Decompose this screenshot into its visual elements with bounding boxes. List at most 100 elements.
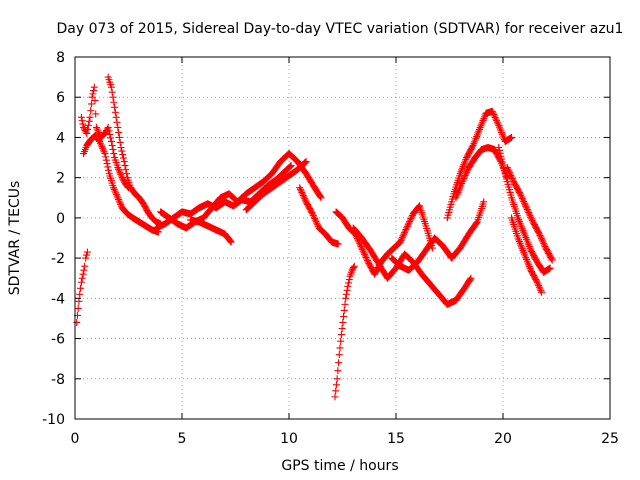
data-point <box>461 171 469 179</box>
data-point <box>497 152 505 160</box>
data-point <box>408 213 416 221</box>
data-point <box>332 381 340 389</box>
series-afternoon-a <box>332 202 436 278</box>
data-point <box>110 185 118 193</box>
data-point <box>498 158 506 166</box>
data-point <box>301 195 309 203</box>
data-point <box>115 195 123 203</box>
y-tick-label: -2 <box>51 251 65 267</box>
data-point <box>336 344 344 352</box>
data-point <box>115 133 123 141</box>
data-point <box>517 191 525 199</box>
data-point <box>503 164 511 172</box>
data-point <box>405 219 413 227</box>
data-point <box>78 117 86 125</box>
data-point <box>335 359 343 367</box>
series-mid-day-d <box>242 158 310 214</box>
data-point <box>360 249 368 257</box>
series-rise-18-20-b <box>452 144 511 202</box>
data-point <box>301 158 309 166</box>
data-point <box>74 304 82 312</box>
data-point <box>407 215 415 223</box>
data-point <box>111 108 119 116</box>
data-point <box>358 244 366 252</box>
data-point <box>398 235 406 243</box>
data-point <box>540 239 548 247</box>
data-point <box>492 115 500 123</box>
data-point <box>361 252 369 260</box>
data-point <box>350 263 358 271</box>
data-point <box>114 164 122 172</box>
data-point <box>396 238 404 246</box>
data-point <box>301 196 309 204</box>
data-point <box>108 141 116 149</box>
data-point <box>120 158 128 166</box>
data-point <box>535 229 543 237</box>
data-point <box>332 387 340 395</box>
data-point <box>338 325 346 332</box>
data-point <box>506 170 514 178</box>
data-point <box>117 172 125 180</box>
y-tick-label: 0 <box>56 211 65 227</box>
data-point <box>101 150 109 158</box>
data-point <box>106 130 114 138</box>
data-point <box>93 125 101 133</box>
x-tick-label: 20 <box>494 431 512 447</box>
data-point <box>314 221 322 229</box>
x-axis-label: GPS time / hours <box>281 458 398 474</box>
data-point <box>524 207 532 215</box>
series-tail-start <box>73 248 91 326</box>
y-tick-label: 2 <box>56 171 65 187</box>
data-point <box>115 197 123 205</box>
data-point <box>520 198 528 206</box>
data-point <box>339 318 347 326</box>
y-tick-label: -10 <box>42 412 65 428</box>
data-point <box>296 185 304 193</box>
data-point <box>317 194 325 202</box>
data-point <box>101 129 109 137</box>
data-point <box>399 232 407 240</box>
data-point <box>533 277 541 285</box>
data-point <box>119 151 127 159</box>
data-point <box>112 190 120 198</box>
data-point <box>96 139 104 147</box>
data-point <box>122 166 130 174</box>
data-point <box>415 203 423 211</box>
data-point <box>509 176 517 184</box>
x-tick-label: 25 <box>601 431 619 447</box>
data-point <box>86 113 94 121</box>
data-point <box>112 189 120 197</box>
data-point <box>480 198 488 206</box>
x-tick-label: 0 <box>71 431 80 447</box>
data-point <box>534 280 542 288</box>
data-point <box>508 175 516 183</box>
data-point <box>83 248 91 256</box>
data-point <box>344 282 352 290</box>
data-point <box>473 219 481 227</box>
data-point <box>79 120 87 128</box>
data-point <box>311 215 319 223</box>
data-point <box>504 165 512 173</box>
data-point <box>362 253 370 261</box>
data-point <box>522 202 530 210</box>
data-point <box>95 128 103 136</box>
series-rise-18-20 <box>443 107 516 222</box>
data-point <box>316 193 324 201</box>
data-point <box>537 287 545 295</box>
y-tick-label: 8 <box>56 50 65 66</box>
data-point <box>495 146 503 154</box>
data-point <box>548 256 556 264</box>
data-point <box>115 167 123 175</box>
data-point <box>77 278 85 286</box>
series-decline-20-22-a <box>495 144 554 276</box>
data-point <box>520 199 528 207</box>
data-point <box>107 137 115 145</box>
data-points <box>73 73 556 401</box>
data-point <box>81 262 89 270</box>
data-point <box>104 163 112 171</box>
data-point <box>519 196 527 204</box>
data-point <box>97 141 105 149</box>
data-point <box>536 232 544 240</box>
series-early-low <box>80 131 162 236</box>
